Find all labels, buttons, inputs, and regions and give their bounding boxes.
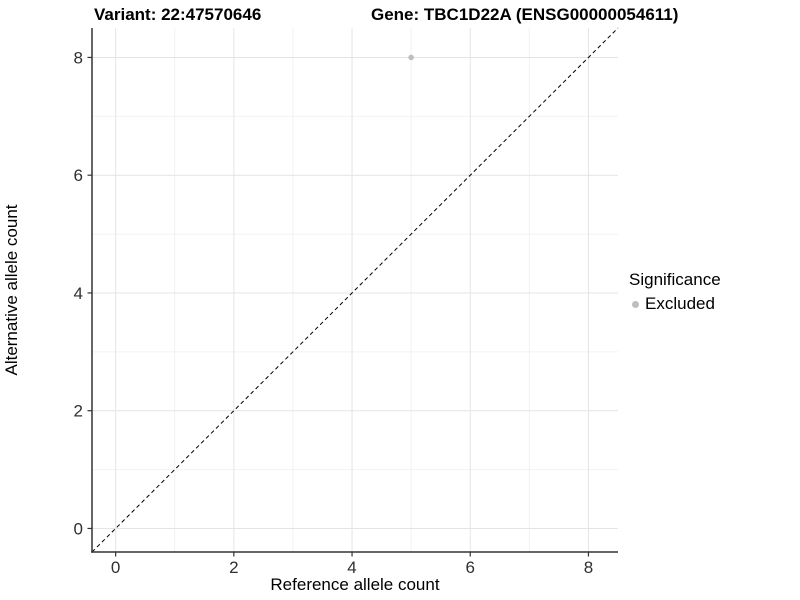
y-tick-label: 6 (74, 166, 83, 185)
legend-point-icon (632, 300, 639, 308)
legend-item-excluded: Excluded (629, 294, 721, 314)
y-tick-label: 0 (74, 519, 83, 538)
x-tick-label: 2 (229, 558, 238, 577)
identity-dashed-line (91, 27, 619, 553)
y-tick-label: 4 (74, 284, 83, 303)
plot-title-variant: Variant: 22:47570646 (94, 5, 262, 24)
legend-item-label: Excluded (645, 294, 715, 313)
x-tick-label: 0 (111, 558, 120, 577)
y-tick-label: 8 (74, 48, 83, 67)
x-tick-label: 8 (584, 558, 593, 577)
x-tick-label: 4 (347, 558, 356, 577)
legend-title: Significance (629, 270, 721, 289)
data-point (408, 54, 414, 61)
y-tick-label: 2 (74, 402, 83, 421)
legend: Significance Excluded (629, 270, 721, 314)
x-axis-title: Reference allele count (270, 575, 440, 594)
x-tick-label: 6 (466, 558, 475, 577)
y-axis-title: Alternative allele count (2, 204, 21, 376)
plot-title-gene: Gene: TBC1D22A (ENSG00000054611) (371, 5, 679, 24)
